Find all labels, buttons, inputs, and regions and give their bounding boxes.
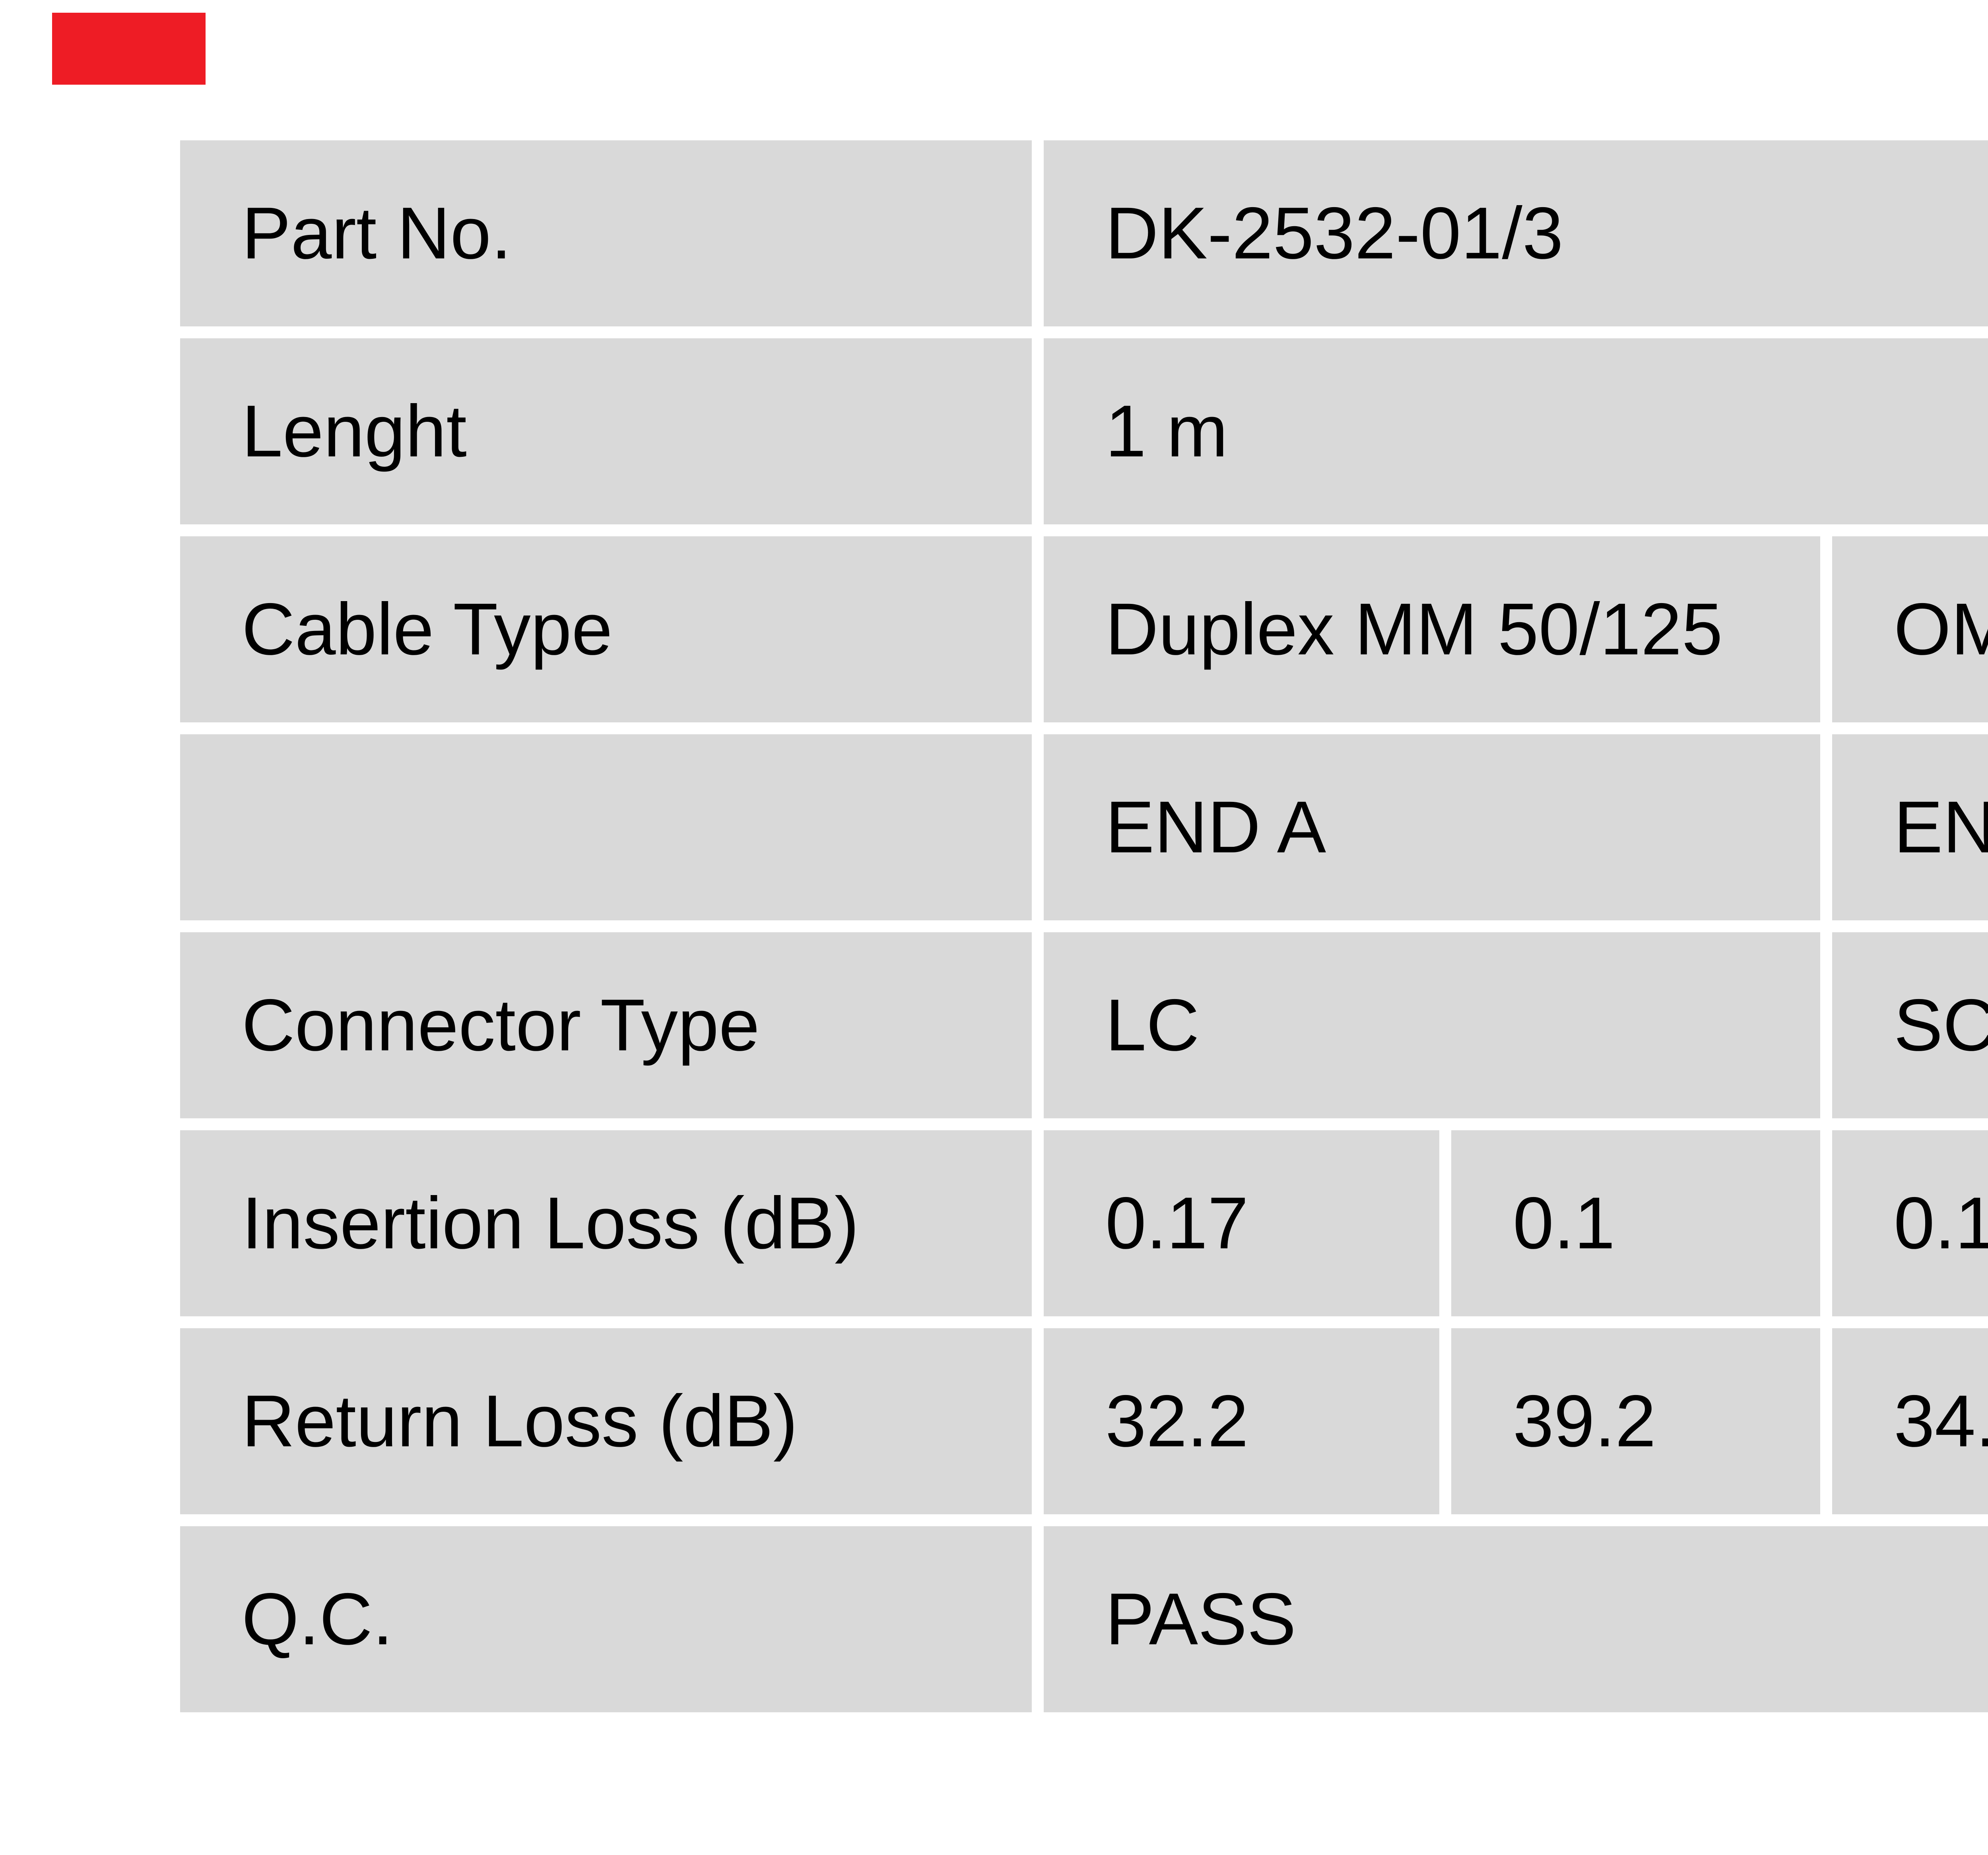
row-label-cell: Cable Type [180,536,1032,722]
spec-table: Part No. DK-2532-01/3 Lenght 1 m Cable Type D… [180,140,1988,1712]
value-cell: OM3 LSZH [1832,536,1988,722]
row-label-cell: Part No. [180,140,1032,326]
table-row: Connector Type LC SC [180,932,1988,1118]
row-label-cell: Q.C. [180,1526,1032,1712]
row-label-cell: Return Loss (dB) [180,1328,1032,1514]
value-cell: SC [1832,932,1988,1118]
value-cell: END B [1832,734,1988,920]
table-row: Lenght 1 m [180,338,1988,524]
value-cell: 32.2 [1044,1328,1439,1514]
value-cell: 0.1 [1451,1130,1820,1316]
row-label-cell [180,734,1032,920]
value-cell: 0.14 [1832,1130,1988,1316]
table-row: Insertion Loss (dB)0.170.10.140.08 [180,1130,1988,1316]
table-row: Return Loss (dB)32.239.234.935.3 [180,1328,1988,1514]
value-cell: LC [1044,932,1820,1118]
value-cell: END A [1044,734,1820,920]
value-cell: PASS [1044,1526,1988,1712]
value-cell: DK-2532-01/3 [1044,140,1988,326]
value-cell: 1 m [1044,338,1988,524]
value-cell: Duplex MM 50/125 [1044,536,1820,722]
table-row: Part No. DK-2532-01/3 [180,140,1988,326]
row-label-cell: Insertion Loss (dB) [180,1130,1032,1316]
table-row: Q.C. PASS [180,1526,1988,1712]
row-label-cell: Lenght [180,338,1032,524]
table-row: END AEND B [180,734,1988,920]
value-cell: 39.2 [1451,1328,1820,1514]
value-cell: 0.17 [1044,1130,1439,1316]
value-cell: 34.9 [1832,1328,1988,1514]
row-label-cell: Connector Type [180,932,1032,1118]
red-logo-block [52,13,206,85]
